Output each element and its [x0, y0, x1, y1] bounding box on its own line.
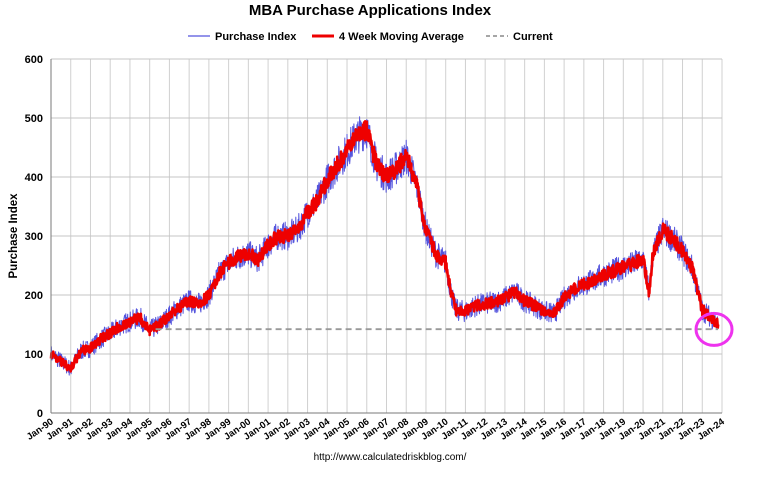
y-tick-label: 200 — [25, 290, 43, 302]
source-url: http://www.calculatedriskblog.com/ — [314, 452, 467, 463]
y-axis-label: Purchase Index — [8, 193, 20, 279]
y-tick-label: 100 — [25, 349, 43, 361]
series-line-1 — [49, 120, 720, 373]
legend: Purchase Index 4 Week Moving Average Curre… — [188, 31, 553, 43]
legend-label-1: 4 Week Moving Average — [339, 31, 464, 43]
y-tick-label: 300 — [25, 231, 43, 243]
y-tick-label: 0 — [37, 408, 43, 420]
y-tick-label: 400 — [25, 172, 43, 184]
y-tick-label: 500 — [25, 113, 43, 125]
gridlines — [50, 58, 723, 414]
legend-label-2: Current — [513, 31, 553, 43]
legend-label-0: Purchase Index — [215, 31, 297, 43]
y-tick-label: 600 — [25, 54, 43, 66]
highlight-circle — [694, 311, 734, 347]
annotations — [694, 311, 734, 347]
series-line-0 — [50, 116, 719, 376]
series-lines — [49, 116, 720, 376]
chart-title: MBA Purchase Applications Index — [249, 2, 492, 19]
